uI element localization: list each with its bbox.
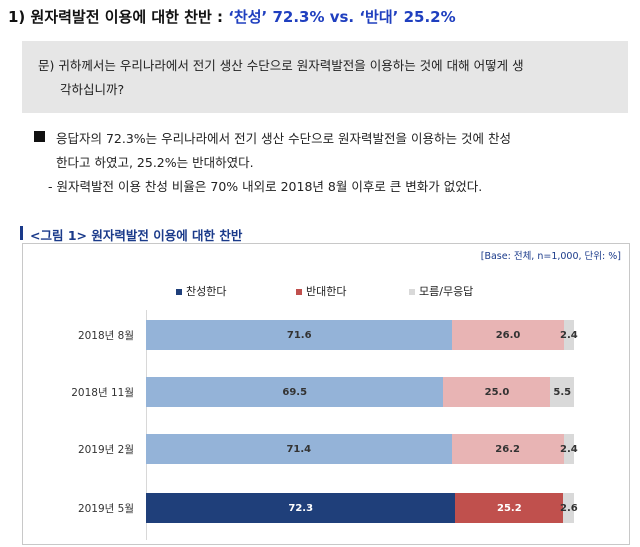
chart-base-note: [Base: 전체, n=1,000, 단위: %] (480, 251, 621, 262)
bar-segment-dontknow: 5.5 (550, 377, 574, 407)
section-title: 1) 원자력발전 이용에 대한 찬반 : ‘찬성’ 72.3% vs. ‘반대’… (8, 6, 456, 27)
legend-item-dontknow: 모름/무응답 (409, 283, 473, 299)
data-label-dontknow: 2.4 (560, 329, 578, 341)
data-label-favor: 72.3 (288, 502, 314, 514)
category-label: 2018년 8월 (77, 330, 134, 342)
figure-title: <그림 1> 원자력발전 이용에 대한 찬반 (30, 228, 243, 243)
bar-segment-dontknow: 2.4 (560, 320, 578, 350)
legend-item-favor: 찬성한다 (176, 283, 226, 299)
data-label-favor: 71.6 (286, 329, 312, 341)
legend-label-dontknow: 모름/무응답 (419, 285, 474, 298)
data-label-oppose: 25.2 (497, 502, 522, 514)
legend-swatch-favor (176, 289, 182, 295)
data-label-dontknow: 2.4 (560, 443, 578, 455)
figure-title-marker (20, 226, 23, 240)
bullet-square-icon (34, 131, 45, 142)
data-label-oppose: 25.0 (484, 386, 510, 398)
bar-segment-oppose: 25.2 (455, 493, 564, 523)
question-box: 문) 귀하께서는 우리나라에서 전기 생산 수단으로 원자력발전을 이용하는 것… (22, 41, 628, 113)
category-label: 2019년 5월 (77, 503, 134, 515)
question-line-2: 각하십니까? (60, 82, 125, 97)
section-title-oppose: ‘반대’ 25.2% (359, 8, 456, 26)
section-title-vs: vs. (324, 8, 360, 26)
bar-segment-oppose: 26.0 (452, 320, 564, 350)
section-title-prefix: 1) 원자력발전 이용에 대한 찬반 : (8, 8, 229, 26)
legend-label-oppose: 반대한다 (306, 285, 347, 298)
section-title-favor: ‘찬성’ 72.3% (228, 8, 325, 26)
bar-segment-favor: 71.6 (146, 320, 453, 350)
legend-swatch-dontknow (409, 289, 415, 295)
category-label: 2018년 11월 (71, 387, 134, 399)
data-label-oppose: 26.2 (495, 443, 520, 455)
answer-line-3: - 원자력발전 이용 찬성 비율은 70% 내외로 2018년 8월 이후로 큰… (48, 179, 483, 194)
bar-segment-favor: 69.5 (146, 377, 444, 407)
question-line-1: 문) 귀하께서는 우리나라에서 전기 생산 수단으로 원자력발전을 이용하는 것… (38, 58, 524, 73)
bar-segment-favor: 71.4 (146, 434, 452, 464)
bar-segment-oppose: 25.0 (443, 377, 551, 407)
bar-segment-favor: 72.3 (146, 493, 456, 523)
legend-label-favor: 찬성한다 (186, 285, 227, 298)
data-label-dontknow: 5.5 (553, 386, 572, 398)
chart-axis-line (146, 310, 147, 540)
data-label-oppose: 26.0 (495, 329, 521, 341)
legend-swatch-oppose (296, 289, 302, 295)
bar-segment-oppose: 26.2 (451, 434, 564, 464)
bar-segment-dontknow: 2.6 (560, 493, 578, 523)
category-label: 2019년 2월 (77, 444, 134, 456)
data-label-favor: 69.5 (282, 386, 308, 398)
answer-line-2: 한다고 하였고, 25.2%는 반대하였다. (56, 155, 254, 170)
answer-line-1: 응답자의 72.3%는 우리나라에서 전기 생산 수단으로 원자력발전을 이용하… (56, 131, 511, 146)
legend-item-oppose: 반대한다 (296, 283, 346, 299)
data-label-dontknow: 2.6 (560, 502, 578, 514)
bar-segment-dontknow: 2.4 (560, 434, 578, 464)
data-label-favor: 71.4 (286, 443, 312, 455)
